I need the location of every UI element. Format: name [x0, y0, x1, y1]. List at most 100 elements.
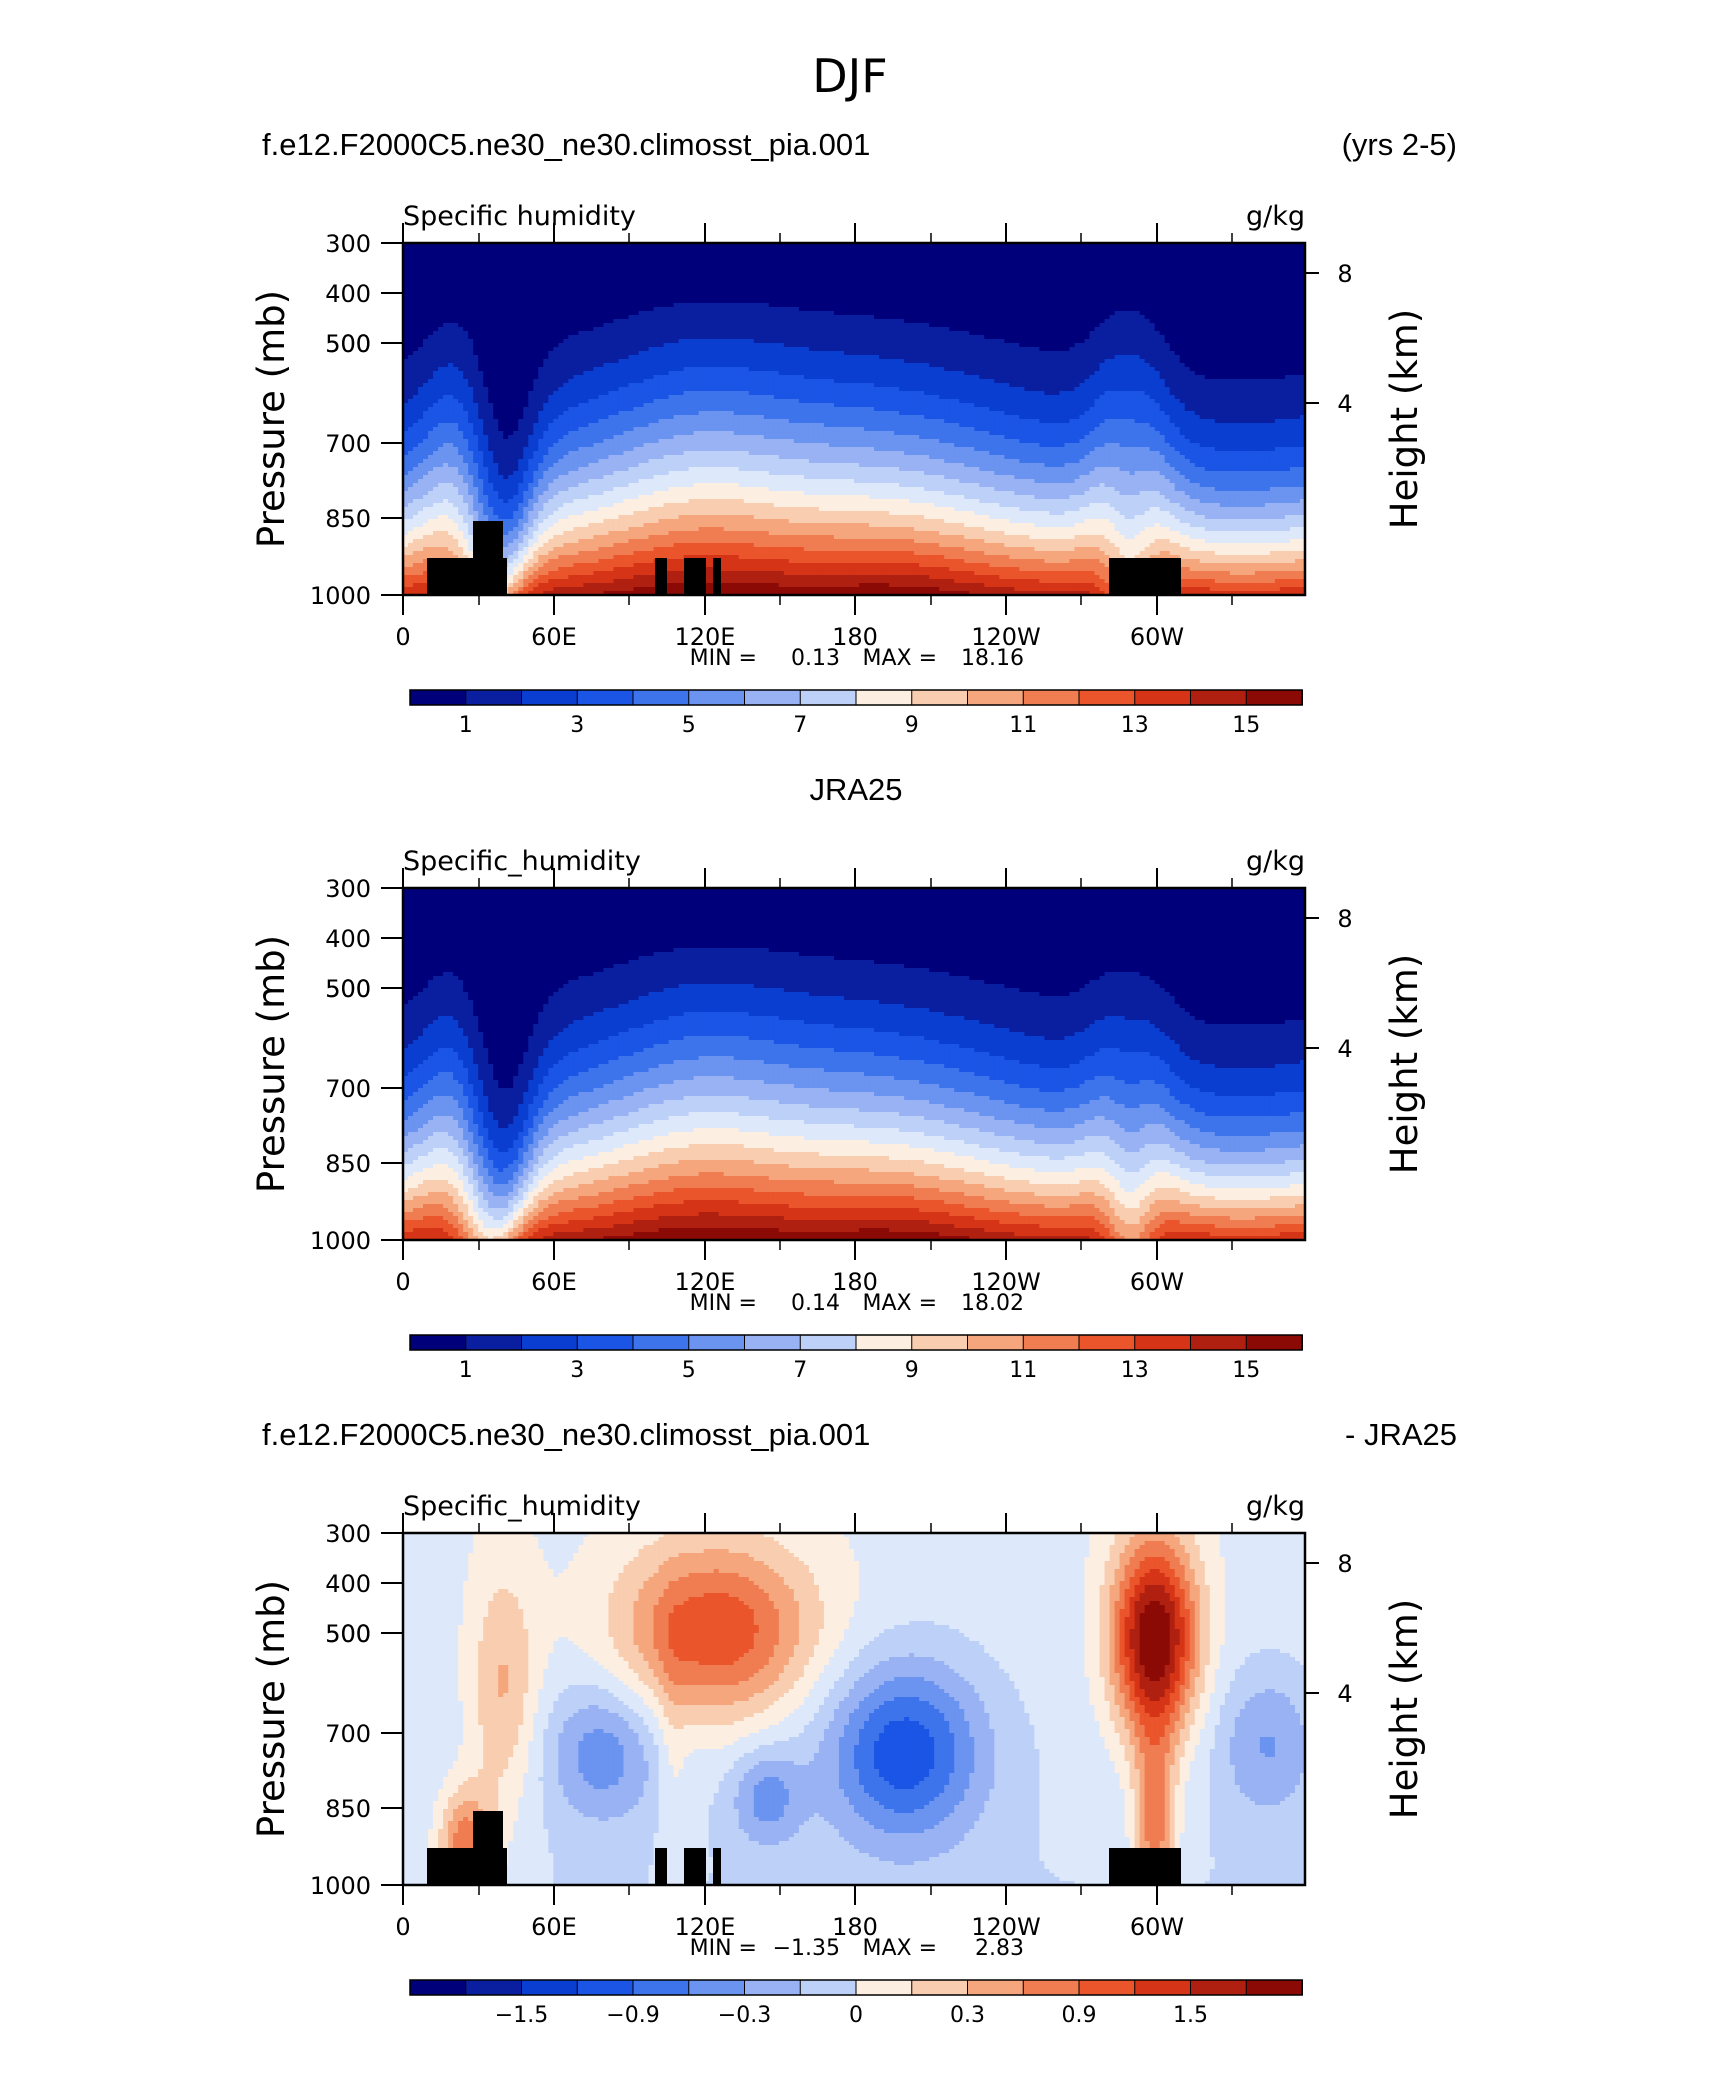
- colorbar-label: 13: [1121, 713, 1149, 738]
- colorbar-swatch: [522, 1980, 578, 1995]
- panel-title-right: - JRA25: [1345, 1417, 1457, 1452]
- colorbar-swatch: [912, 1980, 968, 1995]
- colorbar-swatch: [1023, 690, 1079, 705]
- colorbar-label: 0.3: [950, 2003, 985, 2028]
- colorbar-label: 9: [905, 713, 919, 738]
- colorbar-swatch: [968, 1335, 1024, 1350]
- colorbar-swatch: [800, 1335, 856, 1350]
- colorbar-swatch: [1246, 690, 1302, 705]
- topography-block: [473, 1811, 503, 1885]
- colorbar-swatch: [1191, 1980, 1247, 1995]
- y-axis-title: Pressure (mb): [250, 1580, 293, 1838]
- colorbar-swatch: [1135, 1335, 1191, 1350]
- colorbar-swatch: [466, 690, 522, 705]
- x-tick-label: 60E: [531, 623, 577, 651]
- topography-block: [684, 558, 706, 595]
- colorbar-swatch: [912, 1335, 968, 1350]
- panel-title-left: f.e12.F2000C5.ne30_ne30.climosst_pia.001: [262, 1417, 870, 1452]
- variable-label: Specific humidity: [403, 201, 636, 232]
- y-axis-title: Pressure (mb): [250, 290, 293, 548]
- x-tick-label: 60W: [1130, 1913, 1184, 1941]
- colorbar-swatch: [1246, 1335, 1302, 1350]
- colorbar-label: 0.9: [1062, 2003, 1097, 2028]
- colorbar-label: 11: [1009, 1358, 1037, 1383]
- x-tick-label: 0: [395, 623, 410, 651]
- colorbar-label: 15: [1232, 1358, 1260, 1383]
- colorbar-swatch: [466, 1335, 522, 1350]
- pressure-tick-label: 700: [325, 430, 371, 458]
- pressure-tick-label: 1000: [310, 1227, 371, 1255]
- colorbar-swatch: [1023, 1335, 1079, 1350]
- min-value: 0.13: [791, 646, 840, 671]
- colorbar-swatch: [745, 1335, 801, 1350]
- units-label: g/kg: [1246, 846, 1305, 877]
- colorbar-label: 7: [793, 1358, 807, 1383]
- min-label: MIN =: [690, 1291, 757, 1316]
- colorbar-label: 3: [570, 1358, 584, 1383]
- max-label: MAX =: [862, 646, 937, 671]
- colorbar-swatch: [633, 1980, 689, 1995]
- x-tick-label: 60W: [1130, 623, 1184, 651]
- colorbar-label: 3: [570, 713, 584, 738]
- colorbar-swatch: [410, 1335, 466, 1350]
- colorbar-swatch: [410, 690, 466, 705]
- colorbar-swatch: [410, 1980, 466, 1995]
- y-axis-title: Pressure (mb): [250, 935, 293, 1193]
- variable-label: Specific_humidity: [403, 846, 641, 877]
- colorbar-label: 1: [459, 713, 473, 738]
- colorbar-label: −0.3: [718, 2003, 771, 2028]
- colorbar-swatch: [968, 1980, 1024, 1995]
- x-tick-label: 60W: [1130, 1268, 1184, 1296]
- y-axis-title-right: Height (km): [1383, 309, 1426, 529]
- topography-block: [1109, 1848, 1181, 1885]
- max-label: MAX =: [862, 1291, 937, 1316]
- pressure-tick-label: 1000: [310, 582, 371, 610]
- pressure-tick-label: 400: [325, 280, 371, 308]
- panel-title-right: (yrs 2-5): [1342, 127, 1457, 162]
- topography-block: [655, 1848, 667, 1885]
- pressure-tick-label: 500: [325, 1620, 371, 1648]
- panel-3: f.e12.F2000C5.ne30_ne30.climosst_pia.001…: [250, 1417, 1457, 2028]
- colorbar-swatch: [466, 1980, 522, 1995]
- colorbar-label: 7: [793, 713, 807, 738]
- colorbar-label: 11: [1009, 713, 1037, 738]
- units-label: g/kg: [1246, 201, 1305, 232]
- colorbar-swatch: [1079, 1980, 1135, 1995]
- colorbar-label: −0.9: [606, 2003, 659, 2028]
- colorbar-label: 5: [682, 713, 696, 738]
- colorbar-swatch: [856, 1980, 912, 1995]
- colorbar-swatch: [745, 690, 801, 705]
- max-value: 18.02: [961, 1291, 1024, 1316]
- pressure-tick-label: 700: [325, 1075, 371, 1103]
- colorbar-label: 15: [1232, 713, 1260, 738]
- max-label: MAX =: [862, 1936, 937, 1961]
- colorbar-label: 0: [849, 2003, 863, 2028]
- topography-block: [655, 558, 667, 595]
- colorbar-swatch: [633, 1335, 689, 1350]
- colorbar-swatch: [1191, 690, 1247, 705]
- height-tick-label: 8: [1337, 260, 1352, 288]
- pressure-tick-label: 850: [325, 1795, 371, 1823]
- colorbar-swatch: [1191, 1335, 1247, 1350]
- topography-block: [1109, 558, 1181, 595]
- x-tick-label: 0: [395, 1268, 410, 1296]
- colorbar-swatch: [522, 690, 578, 705]
- height-tick-label: 4: [1337, 1680, 1352, 1708]
- height-tick-label: 8: [1337, 905, 1352, 933]
- max-value: 18.16: [961, 646, 1024, 671]
- y-axis-title-right: Height (km): [1383, 954, 1426, 1174]
- colorbar-swatch: [968, 690, 1024, 705]
- colorbar-swatch: [689, 1980, 745, 1995]
- min-label: MIN =: [690, 1936, 757, 1961]
- figure-title: DJF: [812, 49, 887, 103]
- colorbar-swatch: [1079, 1335, 1135, 1350]
- colorbar-swatch: [577, 1335, 633, 1350]
- colorbar-label: 1: [459, 1358, 473, 1383]
- colorbar-label: 5: [682, 1358, 696, 1383]
- colorbar-label: 9: [905, 1358, 919, 1383]
- colorbar-label: −1.5: [495, 2003, 548, 2028]
